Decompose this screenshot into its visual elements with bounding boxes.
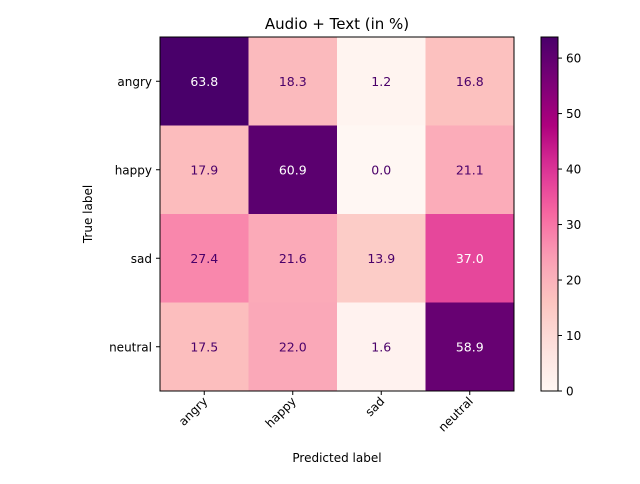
y-tick-label: angry	[117, 75, 152, 89]
heatmap-cell	[337, 125, 426, 215]
colorbar-tick-label: 60	[566, 52, 581, 66]
cell-value-label: 60.9	[279, 162, 307, 177]
cell-value-label: 1.6	[371, 339, 391, 354]
y-axis-label: True label	[81, 185, 95, 244]
heatmap-cell	[425, 214, 515, 303]
cell-value-label: 1.2	[371, 74, 391, 89]
cell-value-label: 21.1	[456, 162, 484, 177]
x-tick-label: neutral	[436, 394, 476, 434]
plot-frame	[159, 36, 515, 392]
heatmap-cell	[160, 214, 249, 303]
x-tick-label: happy	[263, 394, 299, 430]
cell-value-label: 13.9	[367, 251, 395, 266]
cell-value-label: 27.4	[190, 251, 218, 266]
cell-value-label: 37.0	[456, 251, 484, 266]
heatmap-cell	[337, 302, 426, 392]
colorbar-axis: 0 10 20 30 40 50 60	[558, 52, 581, 399]
x-tick-label: sad	[362, 394, 387, 419]
colorbar	[540, 36, 559, 392]
cell-value-label: 63.8	[190, 74, 218, 89]
heatmap-cell	[160, 125, 249, 215]
heatmap-cell	[425, 125, 515, 215]
chart-title: Audio + Text (in %)	[265, 15, 409, 33]
heatmap-cell	[248, 37, 338, 126]
heatmap-cell	[160, 302, 249, 392]
heatmap-cells	[160, 37, 515, 392]
cell-value-label: 22.0	[279, 339, 307, 354]
heatmap-cell	[425, 37, 515, 126]
heatmap-cell	[248, 302, 338, 392]
y-tick-label: happy	[115, 163, 152, 177]
cell-value-labels: 63.8 18.3 1.2 16.8 17.9 60.9 0.0 21.1 27.4 21.6 13…	[190, 74, 483, 355]
heatmap-cell	[248, 125, 338, 215]
colorbar-tick-label: 40	[566, 163, 581, 177]
cell-value-label: 18.3	[279, 74, 307, 89]
y-tick-label: neutral	[109, 340, 152, 354]
cell-value-label: 21.6	[279, 251, 307, 266]
cell-value-label: 0.0	[371, 162, 391, 177]
cell-value-label: 17.5	[190, 339, 218, 354]
colorbar-tick-label: 0	[566, 385, 574, 399]
y-axis: angry happy sad neutral	[109, 75, 160, 354]
colorbar-tick-label: 20	[566, 274, 581, 288]
heatmap-cell	[337, 37, 426, 126]
x-tick-label: angry	[176, 394, 210, 428]
heatmap-cell	[337, 214, 426, 303]
heatmap-cell	[160, 37, 249, 126]
heatmap-cell	[425, 302, 515, 392]
cell-value-label: 17.9	[190, 162, 218, 177]
cell-value-label: 16.8	[456, 74, 484, 89]
cell-value-label: 58.9	[456, 339, 484, 354]
heatmap-cell	[248, 214, 338, 303]
colorbar-tick-label: 10	[566, 329, 581, 343]
x-axis-label: Predicted label	[292, 451, 381, 465]
x-axis: angry happy sad neutral	[176, 391, 476, 434]
colorbar-tick-label: 30	[566, 218, 581, 232]
y-tick-label: sad	[131, 252, 152, 266]
colorbar-tick-label: 50	[566, 107, 581, 121]
